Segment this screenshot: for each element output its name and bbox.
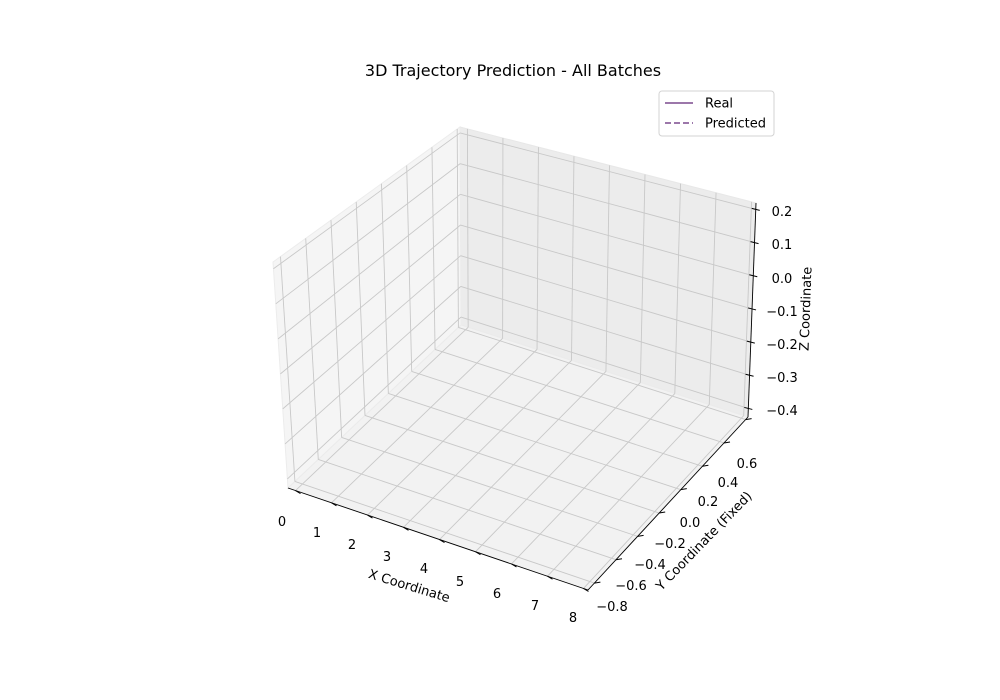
x-tick-label: 3 bbox=[383, 550, 391, 565]
axis-ticks bbox=[287, 202, 760, 592]
grid-line-y-left bbox=[406, 165, 413, 372]
grid-line-z-left bbox=[277, 193, 461, 340]
grid-line-x bbox=[367, 349, 538, 516]
legend: Real Predicted bbox=[658, 90, 775, 137]
tick-labels: 0 1 2 3 4 5 6 7 8 −0.8 −0.6 −0.4 −0.2 0.0 0.2 0.4 0.6 −0.… bbox=[278, 205, 798, 626]
grid-line-x bbox=[403, 360, 572, 528]
y-tick-label: −0.8 bbox=[596, 600, 628, 615]
legend-label-predicted: Predicted bbox=[705, 117, 766, 132]
grid-line-x bbox=[511, 393, 676, 565]
grid-line-x-back bbox=[743, 201, 753, 416]
y-axis-line bbox=[587, 416, 749, 591]
grid-line-x-back bbox=[708, 192, 717, 405]
x-tick-label: 2 bbox=[348, 538, 356, 553]
grid-line-y-left bbox=[456, 129, 459, 328]
grid-line-z-left bbox=[273, 132, 461, 270]
grid-line-z-back bbox=[459, 132, 756, 210]
y-tick-label: 0.0 bbox=[680, 516, 701, 531]
grid-line-x-back bbox=[605, 165, 610, 372]
grid-line-x bbox=[439, 371, 607, 540]
z-axis-line bbox=[747, 202, 757, 418]
y-tick bbox=[615, 558, 623, 561]
z-tick-label: −0.4 bbox=[766, 404, 798, 419]
z-tick-label: −0.1 bbox=[766, 305, 798, 320]
grid-line-x-back bbox=[674, 183, 681, 394]
grid-line-y bbox=[318, 459, 617, 561]
grid-line-z-left bbox=[275, 163, 461, 305]
y-tick bbox=[637, 534, 644, 537]
grid-line-y-left bbox=[381, 183, 389, 394]
grid-line-x-back bbox=[466, 128, 469, 328]
grid-line-y-left bbox=[280, 256, 296, 482]
y-tick bbox=[659, 511, 666, 514]
grid-line-z-left bbox=[282, 255, 461, 410]
chart-title: 3D Trajectory Prediction - All Batches bbox=[365, 61, 661, 80]
grid-line-x bbox=[475, 382, 641, 553]
grid-line-z-left bbox=[284, 286, 462, 445]
grid-line-x bbox=[331, 338, 503, 504]
grid-line-x-back bbox=[639, 174, 646, 383]
grid-line-x bbox=[583, 415, 745, 589]
grid-line-z-back bbox=[460, 285, 750, 376]
z-tick-label: 0.0 bbox=[772, 272, 793, 287]
y-tick bbox=[723, 441, 731, 444]
grid-line-z-back bbox=[460, 224, 753, 310]
y-tick-label: −0.4 bbox=[634, 558, 666, 573]
grid-lines bbox=[273, 128, 756, 589]
grid-line-z-back bbox=[460, 193, 754, 277]
z-tick-label: −0.3 bbox=[766, 371, 798, 386]
grid-line-z-back bbox=[460, 255, 751, 343]
grid-line-y bbox=[364, 415, 660, 514]
x-tick-label: 5 bbox=[456, 575, 464, 590]
y-tick-label: 0.4 bbox=[718, 476, 739, 491]
grid-line-y bbox=[411, 371, 703, 467]
grid-line-x bbox=[295, 326, 469, 491]
x-tick-label: 6 bbox=[493, 587, 501, 602]
y-tick bbox=[680, 488, 687, 491]
grid-line-y-left bbox=[330, 220, 343, 438]
x-tick-label: 4 bbox=[420, 562, 428, 577]
grid-line-x bbox=[547, 404, 710, 577]
grid-line-z-back bbox=[460, 163, 755, 244]
z-tick-label: 0.2 bbox=[772, 205, 793, 220]
grid-line-y bbox=[458, 327, 746, 421]
y-tick-label: 0.2 bbox=[698, 495, 719, 510]
x-tick-label: 7 bbox=[531, 599, 539, 614]
y-tick bbox=[702, 464, 709, 467]
x-tick-label: 1 bbox=[313, 526, 321, 541]
grid-line-x-back bbox=[536, 147, 539, 350]
grid-line-z-left bbox=[280, 224, 461, 375]
x-tick-label: 8 bbox=[569, 611, 577, 626]
x-axis-label: X Coordinate bbox=[367, 567, 452, 606]
z-tick-label: −0.2 bbox=[766, 338, 798, 353]
y-tick bbox=[745, 418, 752, 421]
y-tick bbox=[594, 581, 601, 584]
z-tick-label: 0.1 bbox=[772, 238, 793, 253]
z-axis-label: Z Coordinate bbox=[798, 266, 816, 351]
grid-line-y-left bbox=[431, 147, 436, 350]
grid-line-z-left bbox=[287, 316, 462, 480]
grid-line-y bbox=[341, 437, 638, 537]
y-tick-label: 0.6 bbox=[737, 457, 758, 472]
grid-line-z-back bbox=[460, 316, 749, 409]
grid-line-y bbox=[294, 481, 595, 584]
grid-line-y-left bbox=[305, 238, 319, 460]
grid-line-x-back bbox=[571, 156, 575, 361]
y-tick-label: −0.6 bbox=[615, 579, 647, 594]
grid-line-y bbox=[434, 349, 725, 444]
y-tick-label: −0.2 bbox=[654, 537, 686, 552]
grid-line-y bbox=[388, 393, 681, 491]
legend-label-real: Real bbox=[705, 97, 733, 112]
x-axis-line bbox=[287, 487, 589, 591]
grid-line-y-left bbox=[355, 201, 366, 416]
x-tick-label: 0 bbox=[278, 515, 286, 530]
